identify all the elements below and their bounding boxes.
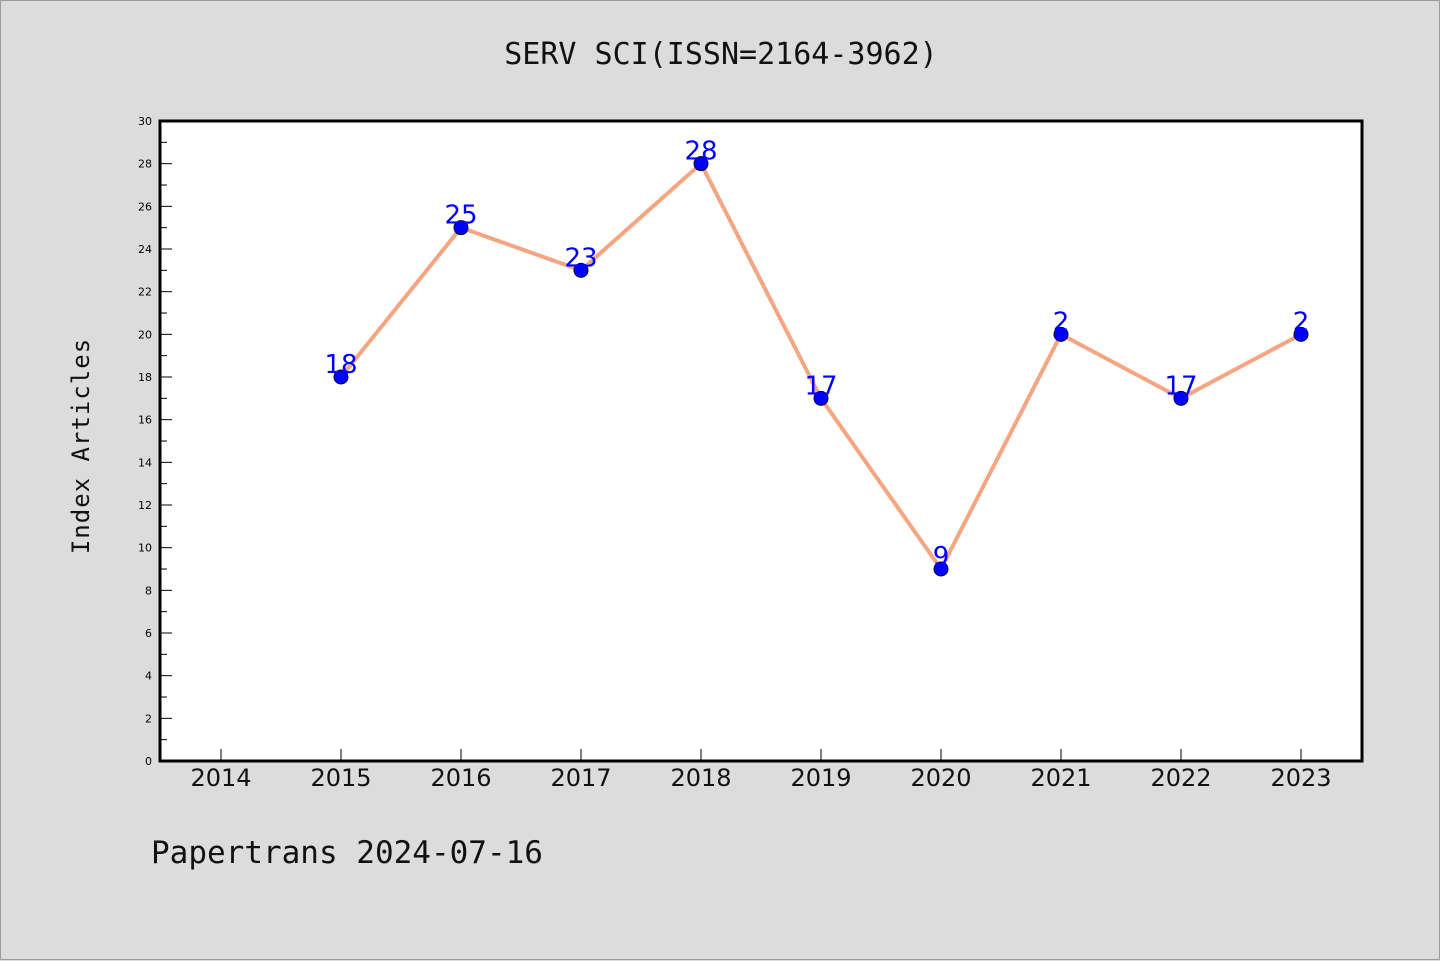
x-tick-label: 2016 (430, 764, 491, 792)
y-tick-label: 14 (138, 456, 152, 469)
x-tick-label: 2019 (790, 764, 851, 792)
data-point (333, 369, 349, 385)
y-tick-label: 20 (138, 328, 152, 341)
data-point (933, 561, 949, 577)
plot-border (158, 119, 1364, 763)
x-tick-label: 2014 (190, 764, 251, 792)
data-label: 9 (933, 542, 950, 572)
y-tick-label: 16 (138, 414, 152, 427)
y-tick-label: 26 (138, 200, 152, 213)
data-point (693, 156, 709, 172)
x-tick-label: 2022 (1150, 764, 1211, 792)
x-tick-label: 2021 (1030, 764, 1091, 792)
x-tick-label: 2015 (310, 764, 371, 792)
data-label: 17 (804, 371, 837, 401)
data-label: 23 (564, 243, 597, 273)
data-point (1173, 390, 1189, 406)
y-tick-label: 12 (138, 499, 152, 512)
data-label: 2 (1293, 307, 1310, 337)
footer-note: Papertrans 2024-07-16 (151, 835, 543, 871)
data-label: 2 (1053, 307, 1070, 337)
data-label: 25 (444, 201, 477, 231)
y-tick-label: 18 (138, 371, 152, 384)
y-tick-label: 8 (145, 584, 152, 597)
y-tick-label: 30 (138, 115, 152, 128)
y-tick-label: 0 (145, 755, 152, 768)
plot-area (160, 121, 1362, 761)
y-tick-label: 22 (138, 286, 152, 299)
data-label: 28 (684, 137, 717, 167)
y-tick-label: 6 (145, 627, 152, 640)
y-tick-label: 2 (145, 712, 152, 725)
data-point (1293, 326, 1309, 342)
y-tick-label: 28 (138, 158, 152, 171)
data-point (1053, 326, 1069, 342)
x-tick-label: 2020 (910, 764, 971, 792)
data-point (813, 390, 829, 406)
x-tick-label: 2017 (550, 764, 611, 792)
y-tick-label: 24 (138, 243, 152, 256)
x-tick-label: 2023 (1270, 764, 1331, 792)
y-tick-label: 10 (138, 542, 152, 555)
data-label: 18 (324, 350, 357, 380)
chart-title: SERV SCI(ISSN=2164-3962) (504, 37, 938, 72)
data-point (453, 220, 469, 236)
x-tick-label: 2018 (670, 764, 731, 792)
data-label: 17 (1164, 371, 1197, 401)
y-tick-label: 4 (145, 670, 152, 683)
data-point (573, 262, 589, 278)
